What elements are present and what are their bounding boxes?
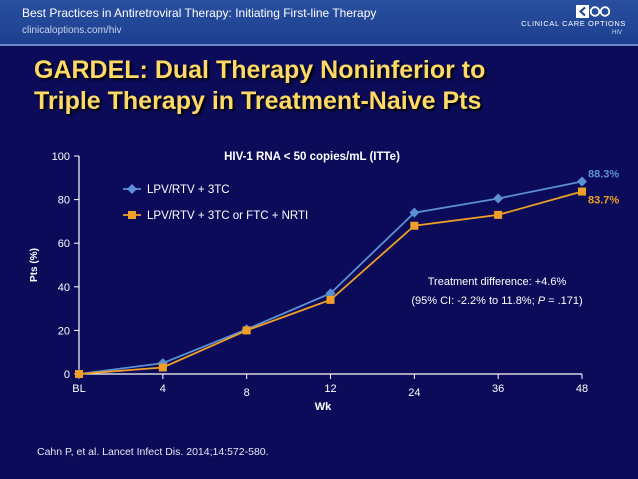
data-point [325, 288, 336, 299]
data-point [577, 176, 587, 187]
x-tick-label: 8 [244, 387, 250, 399]
legend-label: LPV/RTV + 3TC or FTC + NRTI [147, 210, 308, 222]
x-tick-label: 12 [324, 383, 336, 395]
data-point [158, 363, 167, 372]
annotation-ci-prefix: (95% CI: -2.2% to 11.8%; [411, 295, 537, 307]
data-point [75, 370, 83, 378]
annotation-p-label: P [538, 295, 546, 307]
x-tick-label: 24 [408, 387, 420, 399]
clinical-care-options-logo: CLINICAL CARE OPTIONS HIV [516, 5, 626, 39]
y-tick-label: 20 [58, 325, 70, 337]
slide-title-line-1: GARDEL: Dual Therapy Noninferior to [34, 56, 486, 84]
annotation-treatment-difference: Treatment difference: +4.6% [428, 276, 567, 288]
series-2: 83.7% [75, 187, 619, 378]
series-1: 88.3% [74, 169, 619, 379]
series-layer: 88.3% 83.7% [74, 169, 619, 379]
logo-subtext: HIV [611, 30, 622, 36]
y-tick-label: 80 [58, 195, 70, 207]
y-axis-label: Pts (%) [29, 248, 40, 282]
y-tick-label: 40 [58, 282, 70, 294]
y-tick-label: 100 [52, 151, 70, 163]
data-point [578, 187, 586, 196]
header-divider [0, 44, 638, 46]
y-tick-label: 60 [58, 238, 70, 250]
citation: Cahn P, et al. Lancet Infect Dis. 2014;1… [37, 446, 269, 458]
x-tick-label: 48 [576, 383, 588, 395]
slide-title: GARDEL: Dual Therapy Noninferior to Trip… [34, 55, 614, 117]
series-title: Best Practices in Antiretroviral Therapy… [22, 6, 377, 20]
chart-axes [74, 155, 583, 379]
header-bar: Best Practices in Antiretroviral Therapy… [0, 0, 638, 44]
chart-title: HIV-1 RNA < 50 copies/mL (ITTe) [224, 151, 400, 163]
data-point [242, 326, 251, 335]
legend-label: LPV/RTV + 3TC [147, 184, 230, 196]
data-point [494, 210, 503, 219]
legend-diamond-marker [127, 184, 137, 194]
end-value-label: 83.7% [588, 195, 619, 207]
logo-text: CLINICAL CARE OPTIONS [521, 19, 626, 28]
data-point [493, 193, 504, 204]
x-axis-label: Wk [315, 401, 332, 413]
legend-square-marker [128, 211, 136, 219]
annotation-ci: (95% CI: -2.2% to 11.8%; P = .171) [411, 295, 582, 307]
site-url: clinicaloptions.com/hiv [22, 25, 122, 36]
chart-legend: LPV/RTV + 3TC LPV/RTV + 3TC or FTC + NRTI [123, 184, 308, 222]
data-point [409, 207, 420, 218]
x-tick-label: 36 [492, 383, 504, 395]
x-tick-label: 4 [160, 383, 166, 395]
annotation-ci-suffix: = .171) [545, 295, 583, 307]
slide-title-line-2: Triple Therapy in Treatment-Naive Pts [34, 87, 482, 115]
logo-mark-icon [576, 5, 610, 18]
data-point [410, 221, 419, 230]
x-tick-label: BL [72, 383, 85, 395]
y-tick-label: 0 [64, 369, 70, 381]
data-point [326, 295, 335, 304]
end-value-label: 88.3% [588, 169, 619, 181]
